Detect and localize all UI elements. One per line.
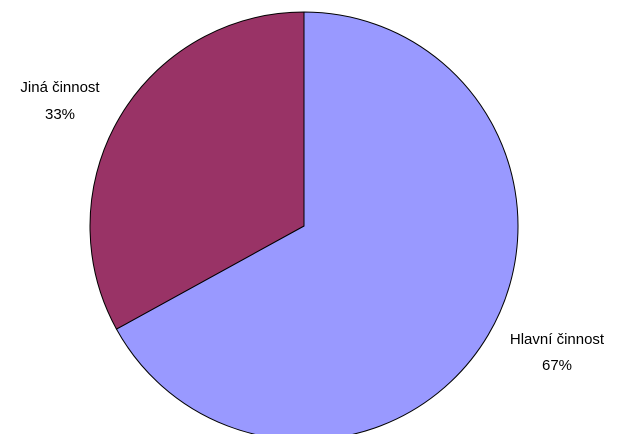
pie-slice-1 xyxy=(89,11,305,330)
slice-label-hlavni-cinnost: Hlavní činnost xyxy=(510,331,605,348)
slice-percent-hlavni-cinnost: 67% xyxy=(542,357,572,374)
slice-label-jina-cinnost: Jiná činnost xyxy=(20,79,100,96)
slice-percent-jina-cinnost: 33% xyxy=(45,106,75,123)
pie-slice-0 xyxy=(115,11,519,434)
pie-slices xyxy=(89,11,519,434)
